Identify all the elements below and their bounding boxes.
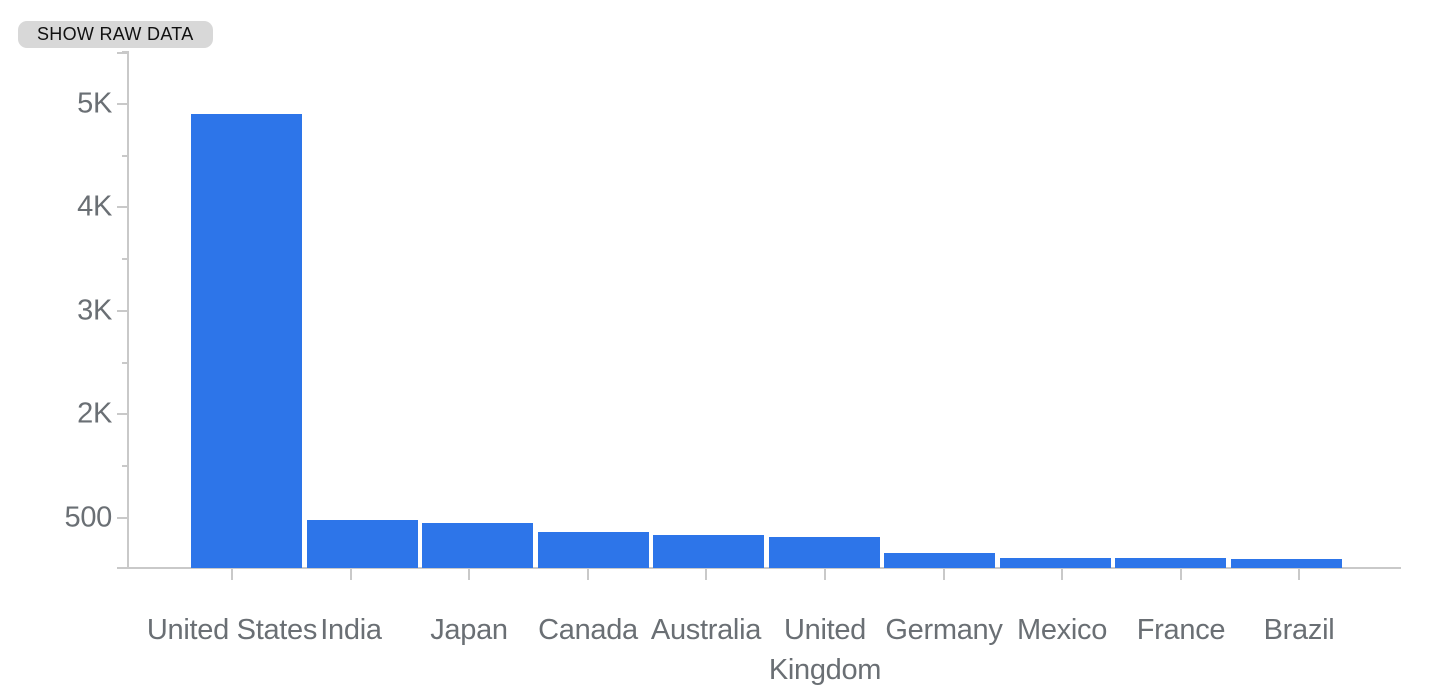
- x-axis-label-france: France: [1136, 614, 1226, 646]
- x-tick-india: [350, 569, 352, 580]
- x-axis-label-mexico: Mexico: [1016, 614, 1108, 646]
- x-axis-label-india: India: [320, 614, 382, 646]
- show-raw-data-button[interactable]: SHOW RAW DATA: [18, 21, 213, 48]
- y-minor-tick: [122, 154, 129, 157]
- y-axis-label-3k: 3K: [77, 294, 112, 327]
- x-tick-germany: [943, 569, 945, 580]
- x-axis-label-united-kingdom: United Kingdom: [768, 614, 882, 686]
- y-minor-tick: [122, 51, 129, 54]
- y-tick-5k: [117, 103, 129, 105]
- bar-japan[interactable]: [422, 523, 533, 568]
- x-axis-label-germany: Germany: [885, 614, 1003, 646]
- y-tick-500: [117, 516, 129, 519]
- y-minor-tick: [122, 258, 129, 261]
- bar-australia[interactable]: [653, 535, 764, 568]
- x-axis-label-japan: Japan: [430, 614, 508, 646]
- x-tick-united-states: [231, 569, 233, 580]
- y-tick-2k: [117, 413, 129, 416]
- bar-india[interactable]: [307, 520, 418, 568]
- y-axis-label-4k: 4K: [77, 190, 112, 223]
- y-tick-4k: [117, 206, 129, 209]
- x-axis-label-australia: Australia: [650, 614, 762, 646]
- y-axis-label-5k: 5K: [77, 87, 112, 120]
- bar-france[interactable]: [1115, 558, 1226, 568]
- y-axis-label-2k: 2K: [77, 397, 112, 430]
- x-tick-mexico: [1061, 569, 1063, 580]
- bar-mexico[interactable]: [1000, 558, 1111, 568]
- x-axis-label-canada: Canada: [538, 614, 638, 646]
- x-tick-australia: [705, 569, 707, 580]
- x-tick-france: [1180, 569, 1182, 580]
- x-axis-label-united-states: United States: [146, 614, 318, 646]
- bar-united-states[interactable]: [191, 114, 302, 568]
- x-tick-brazil: [1298, 569, 1300, 580]
- x-tick-canada: [587, 569, 589, 580]
- bar-germany[interactable]: [884, 553, 995, 568]
- bar-united-kingdom[interactable]: [769, 537, 880, 568]
- y-axis-label-500: 500: [64, 501, 113, 534]
- bar-canada[interactable]: [538, 532, 649, 568]
- y-minor-tick: [122, 464, 129, 467]
- x-axis-line: [117, 567, 1401, 569]
- x-tick-japan: [468, 569, 470, 580]
- y-minor-tick: [122, 361, 129, 364]
- x-tick-united-kingdom: [824, 569, 826, 580]
- x-axis-label-brazil: Brazil: [1263, 614, 1335, 646]
- bar-brazil[interactable]: [1231, 559, 1342, 568]
- y-tick-3k: [117, 309, 129, 312]
